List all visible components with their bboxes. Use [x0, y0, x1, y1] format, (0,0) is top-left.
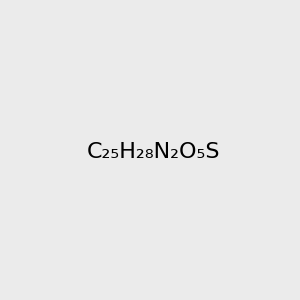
Text: C₂₅H₂₈N₂O₅S: C₂₅H₂₈N₂O₅S [87, 142, 220, 161]
